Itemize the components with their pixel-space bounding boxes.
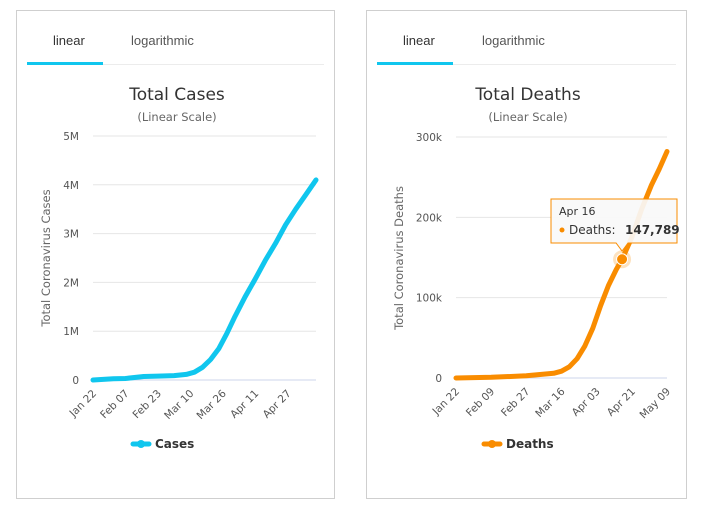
y-tick-label: 3M: [63, 229, 79, 241]
y-tick-label: 5M: [63, 131, 79, 143]
tooltip-label: Deaths:: [569, 223, 616, 237]
scale-tabs: linear logarithmic: [27, 11, 324, 65]
chart-title: Total Cases: [128, 85, 225, 105]
x-tick-label: Feb 09: [464, 386, 497, 419]
legend-label: Deaths: [506, 437, 554, 451]
series-line-cases: [90, 177, 319, 383]
tab-linear[interactable]: linear: [403, 33, 435, 48]
series-line-deaths: [453, 149, 670, 381]
tab-logarithmic[interactable]: logarithmic: [131, 33, 194, 48]
y-tick-label: 4M: [63, 180, 79, 192]
y-tick-label: 300k: [416, 132, 443, 144]
tab-logarithmic[interactable]: logarithmic: [482, 33, 545, 48]
x-tick-label: Feb 07: [98, 388, 131, 421]
y-axis-label: Total Coronavirus Cases: [39, 189, 53, 327]
x-tick-label: Jan 22: [67, 388, 99, 420]
tooltip-bullet: [559, 227, 565, 233]
y-tick-label: 0: [72, 375, 79, 387]
x-tick-label: Apr 03: [570, 386, 603, 419]
tooltip-box: [550, 198, 678, 252]
active-tab-indicator: [377, 62, 453, 65]
x-tick-label: Apr 27: [261, 388, 294, 421]
scale-tabs: linear logarithmic: [377, 11, 676, 65]
y-tick-label: 1M: [63, 326, 79, 338]
tooltip: Apr 16 Deaths: 147,789: [550, 198, 680, 252]
x-tick-label: Jan 22: [430, 386, 462, 418]
total-cases-card: linear logarithmic Total Cases (Linear Sc…: [16, 10, 335, 499]
total-deaths-chart: Total Deaths (Linear Scale) 0 100k 200k 300k T…: [392, 85, 680, 451]
x-tick-label: Mar 10: [162, 388, 196, 422]
y-tick-label: 200k: [416, 212, 443, 224]
chart-subtitle: (Linear Scale): [488, 110, 567, 124]
legend-marker: [488, 440, 496, 448]
chart-title: Total Deaths: [474, 85, 581, 105]
tooltip-value: 147,789: [625, 223, 680, 237]
x-tick-label: May 09: [637, 386, 673, 422]
x-tick-label: Feb 27: [499, 386, 532, 419]
active-tab-indicator: [27, 62, 103, 65]
x-tick-label: Mar 26: [195, 387, 230, 422]
hover-point: [616, 253, 629, 266]
x-tick-label: Mar 16: [533, 385, 568, 420]
total-deaths-card: linear logarithmic Total Deaths (Linear S…: [366, 10, 687, 499]
legend-label: Cases: [155, 437, 194, 451]
x-tick-label: Apr 11: [228, 388, 261, 421]
y-axis-label: Total Coronavirus Deaths: [392, 186, 406, 331]
total-cases-chart: Total Cases (Linear Scale) 0 1M 2M 3M 4M 5M Tota…: [39, 85, 319, 451]
y-tick-label: 2M: [63, 277, 79, 289]
chart-subtitle: (Linear Scale): [137, 110, 216, 124]
y-tick-label: 0: [435, 373, 442, 385]
x-tick-label: Feb 23: [131, 388, 164, 421]
legend-marker: [137, 440, 145, 448]
x-tick-label: Apr 21: [605, 386, 638, 419]
y-tick-label: 100k: [416, 293, 443, 305]
tooltip-date: Apr 16: [559, 205, 596, 218]
tab-linear[interactable]: linear: [53, 33, 85, 48]
